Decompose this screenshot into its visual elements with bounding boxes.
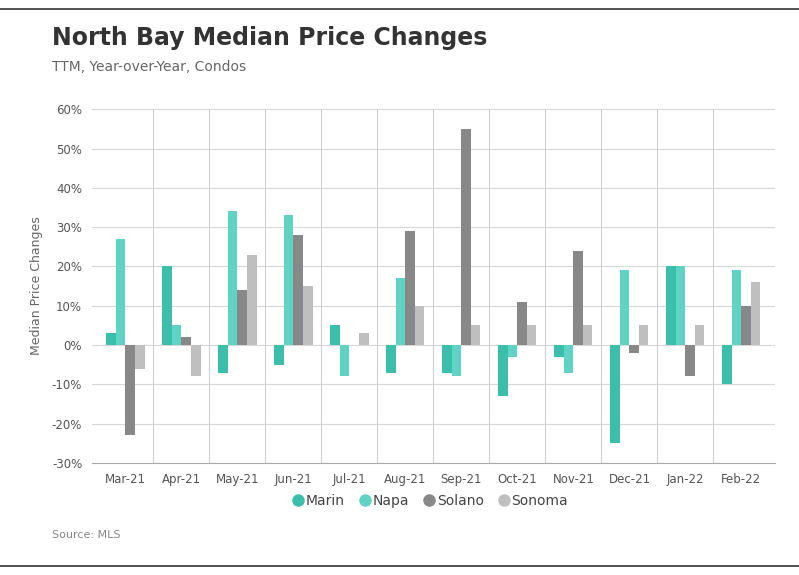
Bar <box>387 345 396 373</box>
Bar <box>340 345 349 377</box>
Bar <box>303 286 312 345</box>
Bar <box>106 333 116 345</box>
Y-axis label: Median Price Changes: Median Price Changes <box>30 217 43 355</box>
Bar <box>172 325 181 345</box>
Bar <box>527 325 536 345</box>
Bar <box>284 215 293 345</box>
Bar <box>741 306 751 345</box>
Bar <box>630 345 639 353</box>
Bar <box>620 270 630 345</box>
Bar <box>722 345 732 384</box>
Bar <box>518 302 527 345</box>
Text: Source: MLS: Source: MLS <box>52 531 121 540</box>
Bar <box>583 325 593 345</box>
Bar <box>405 231 415 345</box>
Bar <box>443 345 452 373</box>
Bar <box>508 345 518 356</box>
Bar <box>574 251 583 345</box>
Bar <box>610 345 620 443</box>
Bar <box>462 129 471 345</box>
Legend: Marin, Napa, Solano, Sonoma: Marin, Napa, Solano, Sonoma <box>289 488 574 513</box>
Bar <box>751 282 761 345</box>
Bar <box>452 345 462 377</box>
Bar <box>228 212 237 345</box>
Bar <box>181 337 191 345</box>
Bar <box>666 266 676 345</box>
Bar <box>135 345 145 369</box>
Text: North Bay Median Price Changes: North Bay Median Price Changes <box>52 26 487 50</box>
Bar <box>191 345 201 377</box>
Bar <box>415 306 424 345</box>
Bar <box>676 266 686 345</box>
Bar <box>471 325 480 345</box>
Bar <box>293 235 303 345</box>
Bar <box>331 325 340 345</box>
Bar <box>396 278 405 345</box>
Text: TTM, Year-over-Year, Condos: TTM, Year-over-Year, Condos <box>52 60 246 74</box>
Bar <box>116 239 125 345</box>
Bar <box>247 255 256 345</box>
Bar <box>237 290 247 345</box>
Bar <box>564 345 574 373</box>
Bar <box>695 325 705 345</box>
Bar <box>274 345 284 365</box>
Bar <box>359 333 368 345</box>
Bar <box>499 345 508 396</box>
Bar <box>639 325 649 345</box>
Bar <box>732 270 741 345</box>
Bar <box>162 266 172 345</box>
Bar <box>218 345 228 373</box>
Bar <box>686 345 695 377</box>
Bar <box>125 345 135 435</box>
Bar <box>555 345 564 356</box>
